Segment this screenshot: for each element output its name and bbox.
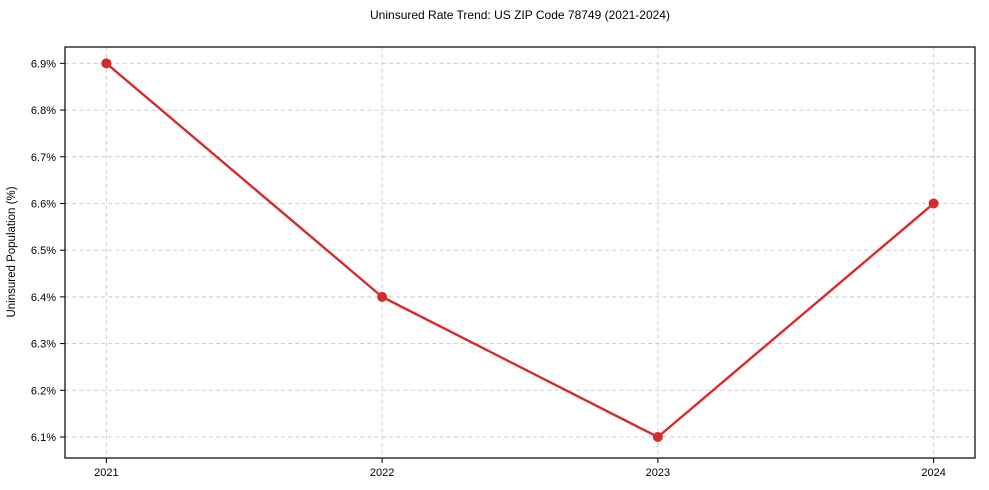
data-point bbox=[101, 58, 112, 69]
data-point bbox=[652, 431, 663, 442]
data-point bbox=[377, 291, 388, 302]
y-tick-label: 6.4% bbox=[31, 292, 56, 304]
plot-border bbox=[64, 46, 976, 459]
x-tick-label: 2023 bbox=[646, 467, 670, 479]
y-tick-label: 6.7% bbox=[31, 152, 56, 164]
x-tick-label: 2021 bbox=[94, 467, 118, 479]
y-tick-label: 6.9% bbox=[31, 58, 56, 70]
y-tick-label: 6.1% bbox=[31, 432, 56, 444]
x-tick-label: 2024 bbox=[921, 467, 945, 479]
y-tick-label: 6.8% bbox=[31, 105, 56, 117]
x-tick-label: 2022 bbox=[370, 467, 394, 479]
y-tick-label: 6.3% bbox=[31, 339, 56, 351]
trend-line bbox=[105, 62, 935, 439]
y-tick-label: 6.2% bbox=[31, 385, 56, 397]
data-point bbox=[928, 198, 939, 209]
y-tick-label: 6.6% bbox=[31, 198, 56, 210]
chart-title: Uninsured Rate Trend: US ZIP Code 78749 … bbox=[370, 8, 670, 22]
y-axis-label: Uninsured Population (%) bbox=[6, 186, 18, 317]
plot-area: 6.1% 6.2% 6.3% 6.4% 6.5% 6.6% 6.7% 6.8% 6.9% 2021… bbox=[31, 46, 976, 479]
y-tick-label: 6.5% bbox=[31, 245, 56, 257]
